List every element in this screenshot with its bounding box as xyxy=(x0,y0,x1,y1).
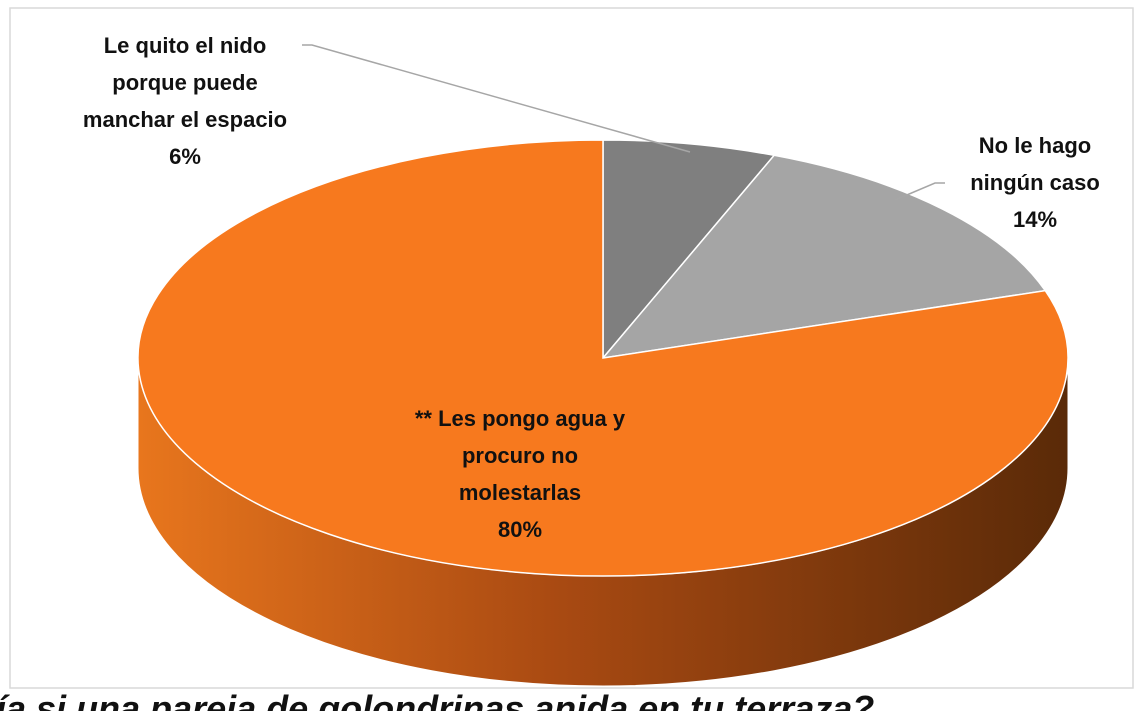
category-label: No le hago ningún caso xyxy=(970,133,1100,195)
pie xyxy=(137,139,1069,687)
leader-line xyxy=(894,182,945,201)
chart-border xyxy=(9,7,1134,689)
slice-label: Le quito el nido porque puede manchar el… xyxy=(70,27,300,175)
value-label: 6% xyxy=(169,144,201,169)
value-label: 80% xyxy=(497,517,543,542)
pie-slice xyxy=(602,139,776,361)
slice-label: ** Les pongo agua y procuro no molestarl… xyxy=(405,400,635,548)
leader-line xyxy=(302,44,691,153)
category-label: Le quito el nido porque puede manchar el… xyxy=(82,33,288,132)
value-label: 14% xyxy=(1012,207,1058,232)
pie-slice xyxy=(137,139,1069,577)
chart-title: ía si una pareja de golondrinas anida en… xyxy=(0,688,875,711)
category-label: ** Les pongo agua y procuro no molestarl… xyxy=(414,406,626,505)
slice-label: No le hago ningún caso 14% xyxy=(945,127,1125,238)
